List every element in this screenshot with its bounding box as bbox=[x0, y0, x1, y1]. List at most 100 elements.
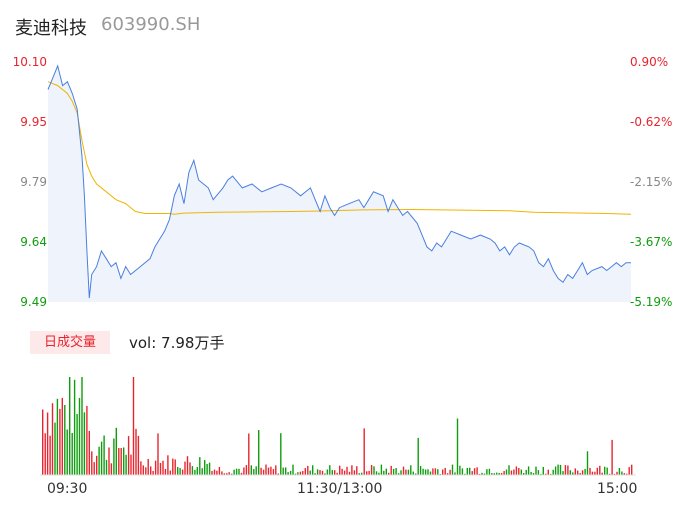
volume-bar bbox=[277, 473, 279, 475]
volume-bar bbox=[481, 472, 483, 475]
volume-bar bbox=[221, 471, 223, 475]
volume-bar bbox=[537, 470, 540, 475]
volume-bar bbox=[152, 471, 154, 475]
volume-bar bbox=[483, 473, 486, 475]
volume-bar bbox=[196, 467, 198, 475]
volume-bar bbox=[356, 466, 358, 475]
volume-bar bbox=[564, 465, 567, 475]
volume-bar bbox=[368, 470, 370, 475]
price-tick-label: 9.64 bbox=[20, 235, 47, 249]
volume-bar bbox=[586, 451, 589, 475]
volume-bar bbox=[395, 468, 397, 475]
volume-bar bbox=[238, 468, 240, 475]
volume-bar bbox=[162, 460, 164, 475]
volume-bar bbox=[201, 468, 203, 475]
volume-bar bbox=[285, 467, 287, 475]
volume-bar bbox=[248, 433, 250, 475]
pct-tick-label: 0.90% bbox=[630, 55, 669, 69]
volume-bar bbox=[491, 473, 493, 475]
volume-bar bbox=[608, 473, 611, 475]
volume-bar bbox=[500, 473, 503, 475]
volume-bar bbox=[388, 472, 390, 475]
volume-bar bbox=[589, 467, 591, 475]
volume-text: vol: 7.98万手 bbox=[129, 334, 225, 352]
volume-bar bbox=[316, 469, 319, 475]
volume-bar bbox=[515, 466, 518, 475]
volume-bar bbox=[559, 464, 562, 475]
volume-bar bbox=[319, 470, 321, 475]
volume-bar bbox=[545, 473, 547, 475]
volume-bar bbox=[599, 465, 601, 475]
volume-bar bbox=[407, 469, 410, 475]
volume-bar bbox=[142, 465, 144, 475]
volume-bar bbox=[76, 414, 78, 475]
volume-bar bbox=[218, 467, 221, 475]
volume-bar bbox=[309, 470, 311, 475]
volume-bar bbox=[51, 403, 54, 475]
stock-name: 麦迪科技 bbox=[15, 18, 87, 39]
volume-bar bbox=[267, 467, 270, 475]
volume-bar bbox=[312, 465, 314, 475]
volume-bar bbox=[562, 471, 564, 475]
volume-bar bbox=[613, 473, 616, 475]
volume-bar bbox=[466, 468, 468, 475]
volume-bar bbox=[594, 471, 596, 475]
volume-bar bbox=[363, 428, 365, 475]
volume-bar bbox=[287, 472, 289, 475]
volume-bar bbox=[189, 462, 191, 475]
volume-bar bbox=[459, 465, 461, 475]
volume-bar bbox=[572, 472, 574, 475]
volume-bar bbox=[59, 408, 61, 475]
volume-bar bbox=[375, 471, 378, 475]
volume-bar bbox=[503, 471, 505, 475]
volume-bar bbox=[54, 422, 56, 475]
volume-bar bbox=[292, 464, 294, 475]
volume-bar bbox=[73, 379, 76, 475]
volume-bar bbox=[270, 466, 272, 475]
volume-bar bbox=[488, 468, 491, 475]
volume-bar bbox=[569, 470, 571, 475]
volume-bar bbox=[346, 466, 348, 475]
volume-bar bbox=[429, 471, 432, 475]
volume-bar bbox=[98, 446, 100, 475]
volume-bar bbox=[358, 473, 360, 475]
volume-bar bbox=[118, 448, 120, 475]
volume-bar bbox=[454, 472, 456, 475]
volume-bar bbox=[623, 473, 625, 475]
volume-badge: 日成交量 bbox=[30, 331, 110, 354]
volume-bar bbox=[324, 473, 326, 475]
volume-bar bbox=[341, 468, 343, 475]
volume-bar bbox=[535, 466, 537, 475]
volume-bar bbox=[213, 469, 216, 475]
volume-bar bbox=[172, 458, 174, 475]
volume-bar bbox=[626, 473, 628, 475]
pct-tick-label: -2.15% bbox=[630, 175, 673, 189]
volume-bar bbox=[461, 468, 464, 475]
pct-tick-label: -0.62% bbox=[630, 115, 673, 129]
volume-bar bbox=[280, 433, 282, 475]
volume-bar bbox=[392, 468, 395, 475]
volume-bar bbox=[611, 439, 613, 475]
volume-bar bbox=[177, 467, 179, 475]
volume-bar bbox=[339, 465, 341, 475]
volume-bar bbox=[370, 465, 373, 475]
volume-bar bbox=[432, 468, 434, 475]
volume-bar bbox=[331, 470, 333, 475]
volume-bars bbox=[42, 377, 633, 475]
volume-bar bbox=[513, 469, 515, 475]
volume-bar bbox=[174, 459, 176, 475]
volume-bar bbox=[380, 464, 383, 475]
volume-bar bbox=[419, 466, 422, 475]
volume-bar bbox=[61, 397, 63, 475]
volume-bar bbox=[125, 454, 127, 475]
volume-bar bbox=[93, 462, 95, 475]
volume-bar bbox=[574, 468, 576, 475]
volume-bar bbox=[334, 470, 336, 475]
volume-bar bbox=[343, 470, 346, 475]
volume-bar bbox=[631, 464, 633, 475]
volume-bar bbox=[383, 470, 385, 475]
volume-bar bbox=[417, 437, 419, 475]
volume-bar bbox=[275, 465, 277, 475]
volume-bar bbox=[412, 471, 414, 475]
volume-bar bbox=[402, 466, 405, 475]
